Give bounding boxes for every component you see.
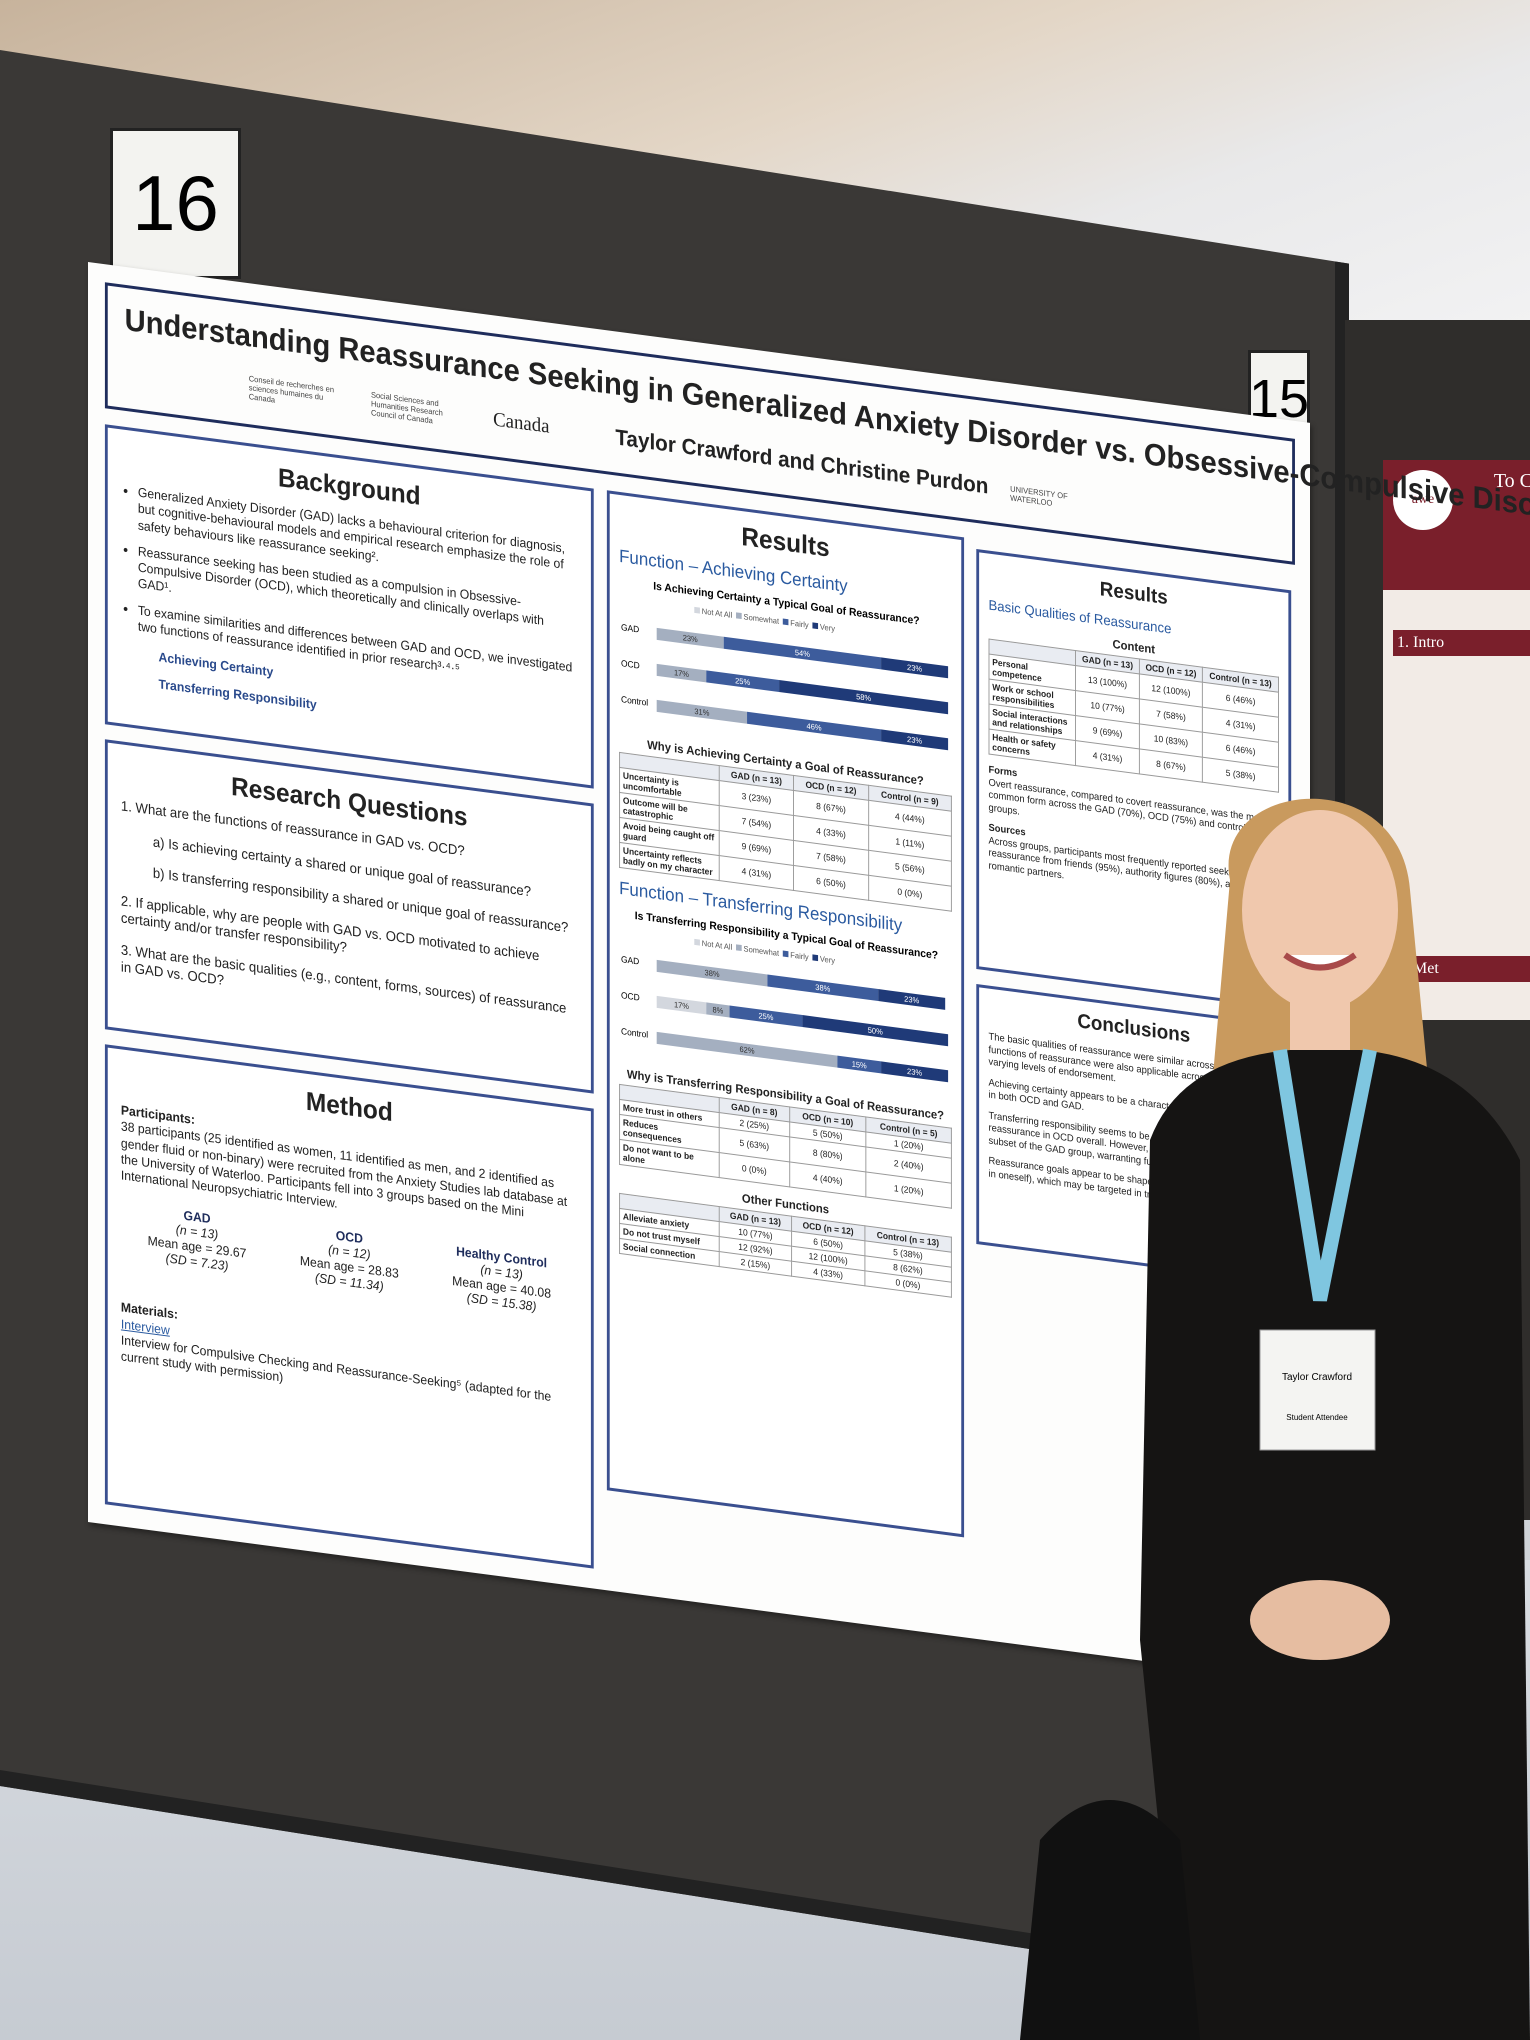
category-label: Control — [621, 1026, 648, 1040]
value-label: 38% — [705, 968, 720, 979]
category-label: GAD — [621, 954, 639, 967]
background-section: Background Generalized Anxiety Disorder … — [104, 424, 594, 789]
legend-label: Very — [820, 954, 835, 965]
value-label: 38% — [815, 983, 830, 994]
research-questions-section: Research Questions 1. What are the funct… — [104, 739, 594, 1094]
legend-label: Not At All — [702, 939, 733, 952]
bar-segment — [767, 974, 879, 1002]
bag-shape — [1020, 1800, 1200, 2040]
bar-segment — [881, 729, 949, 751]
legend-swatch — [782, 950, 789, 958]
value-label: 62% — [740, 1045, 755, 1056]
bar-segment — [656, 1031, 838, 1068]
legend-label: Fairly — [790, 950, 808, 962]
value-label: 46% — [807, 721, 822, 732]
legend-swatch — [782, 618, 789, 626]
group: GAD (n = 13) Mean age = 29.67 (SD = 7.23) — [148, 1203, 247, 1276]
logo-text: Canada — [493, 408, 550, 438]
value-label: 31% — [694, 707, 709, 718]
face — [1242, 810, 1398, 1010]
badge-role: Student Attendee — [1286, 1413, 1348, 1422]
badge-name: Taylor Crawford — [1282, 1372, 1352, 1383]
value-label: 58% — [856, 692, 871, 703]
group: Healthy Control (n = 13) Mean age = 40.08(… — [452, 1243, 551, 1316]
bag — [1020, 1800, 1200, 2040]
group: OCD (n = 12) Mean age = 28.83 (SD = 11.34) — [300, 1223, 399, 1296]
bar-segment — [656, 663, 707, 683]
smile — [1283, 952, 1357, 971]
bar-segment — [656, 959, 768, 987]
legend-swatch — [694, 606, 700, 614]
legend-swatch — [812, 954, 819, 962]
neighbor-header: awe To C — [1383, 460, 1530, 590]
legend-label: Somewhat — [744, 612, 780, 626]
bar-segment — [723, 636, 882, 670]
logo-text: Conseil de recherches en sciences humain… — [248, 374, 335, 405]
poster: Understanding Reassurance Seeking in Gen… — [88, 262, 1530, 1683]
value-label: 8% — [712, 1005, 723, 1016]
value-label: 23% — [907, 1067, 922, 1078]
results-section: Results Function – Achieving Certainty I… — [606, 490, 965, 1538]
logo-text: UNIVERSITY OF WATERLOO — [1010, 484, 1068, 508]
paragraph: Interview for Compulsive Checking and Re… — [120, 1332, 552, 1404]
bar-segment — [656, 699, 748, 724]
neighbor-section: 1. Intro — [1393, 630, 1530, 656]
board-number: 16 — [110, 128, 241, 279]
legend-swatch — [812, 622, 819, 630]
value-label: 23% — [907, 735, 922, 746]
value-label: 23% — [683, 633, 698, 644]
value-label: 54% — [795, 648, 810, 659]
bar-segment — [837, 1055, 882, 1074]
person: Taylor Crawford Student Attendee — [1140, 798, 1530, 2040]
bar-segment — [881, 657, 949, 679]
bar-segment — [729, 1005, 803, 1028]
neighbor-logo: awe — [1393, 470, 1453, 530]
legend-swatch — [694, 938, 700, 946]
category-label: GAD — [621, 622, 639, 635]
legend-label: Not At All — [702, 607, 733, 620]
legend-label: Somewhat — [744, 944, 780, 958]
value-label: 17% — [674, 668, 689, 679]
bar-segment — [802, 1015, 949, 1047]
category-label: OCD — [621, 990, 640, 1003]
value-label: 25% — [758, 1011, 773, 1022]
lanyard — [1273, 1048, 1377, 1302]
hands — [1250, 1580, 1390, 1660]
value-label: 15% — [852, 1059, 867, 1070]
value-label: 17% — [674, 1000, 689, 1011]
bar-segment — [747, 711, 882, 742]
legend-swatch — [736, 944, 742, 952]
bar-segment — [656, 627, 724, 649]
category-label: Control — [621, 694, 648, 708]
value-label: 50% — [868, 1025, 883, 1036]
value-label: 23% — [904, 994, 919, 1005]
neighbor-title: To C — [1493, 470, 1530, 492]
bar-segment — [779, 679, 949, 715]
legend-label: Very — [820, 622, 835, 633]
value-label: 23% — [907, 663, 922, 674]
method-section: Method Participants: 38 participants (25… — [104, 1044, 594, 1569]
badge — [1259, 1329, 1376, 1451]
bar-segment — [706, 670, 780, 692]
legend-swatch — [736, 612, 742, 620]
legend-label: Fairly — [790, 618, 808, 630]
bar-segment — [881, 1061, 949, 1083]
bar-segment — [656, 995, 707, 1015]
logo-text: Social Sciences and Humanities Research … — [370, 390, 443, 426]
body — [1140, 1050, 1530, 2040]
bar-segment — [706, 1002, 730, 1018]
value-label: 25% — [735, 676, 750, 687]
category-label: OCD — [621, 658, 640, 671]
bar-segment — [878, 989, 946, 1010]
